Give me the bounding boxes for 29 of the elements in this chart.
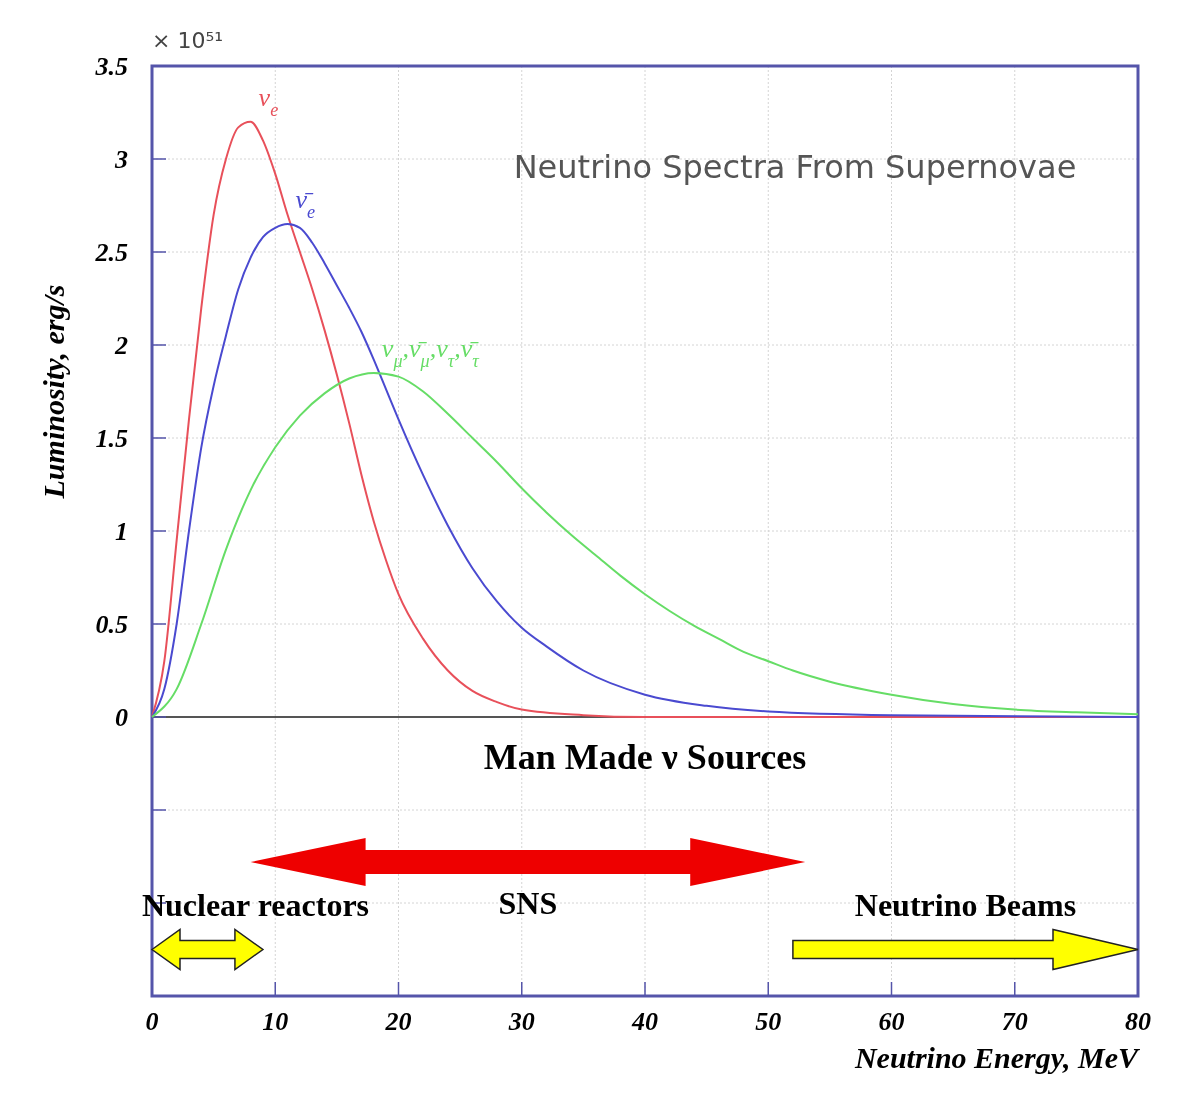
series-label: ν$_{e}$ [258,82,279,120]
x-tick-label: 10 [262,1007,289,1036]
y-tick-label: 1 [115,517,128,546]
x-tick-label: 30 [507,1007,535,1036]
x-tick-label: 50 [755,1007,782,1036]
annotation: Man Made ν Sources [483,737,807,778]
annotation: SNS [498,885,558,922]
y-tick-label: 3.5 [94,52,128,81]
text: × 10⁵¹ [152,28,224,53]
y-tick-label: 1.5 [95,424,128,453]
y-axis-title: Luminosity, erg/s [37,284,70,500]
x-tick-label: 20 [384,1007,412,1036]
x-tick-label: 80 [1125,1007,1151,1036]
y-tick-label: 2 [114,331,128,360]
series-label: ν$_{μ}$,ν̄$_{μ}$,ν$_{τ}$,ν̄$_{τ}$ [381,333,481,371]
x-tick-label: 40 [631,1007,658,1036]
x-tick-label: 0 [145,1007,159,1036]
x-axis-title: Neutrino Energy, MeV [853,1041,1141,1074]
y-tick-label: 3 [114,145,128,174]
line-series [151,371,1139,718]
y-tick-label: 0.5 [95,610,128,639]
y-tick-label: 0 [115,703,128,732]
series-label: ν̄$_{e}$ [295,185,316,223]
annotation: Neutrino Beams [854,886,1077,923]
text: Neutrino Spectra From Supernovae [513,147,1077,186]
x-tick-label: 70 [1001,1007,1028,1036]
line-series [151,223,1139,718]
y-tick-label: 2.5 [94,238,128,267]
x-tick-label: 60 [878,1007,905,1036]
